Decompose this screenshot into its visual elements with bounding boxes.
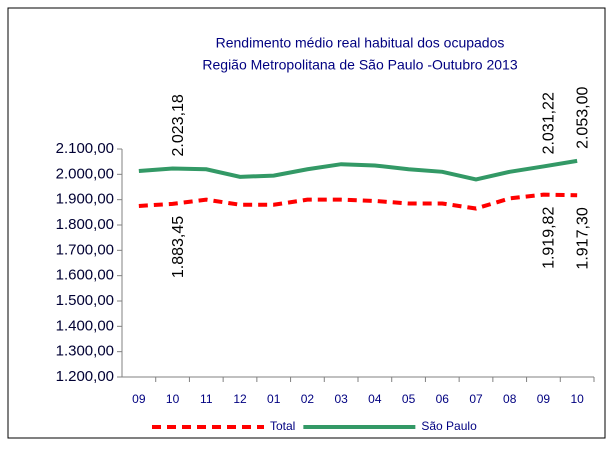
x-tick-label: 07: [469, 392, 483, 406]
x-tick-label: 10: [166, 392, 180, 406]
y-tick-label: 1.300,00: [56, 343, 114, 360]
y-tick-label: 1.900,00: [56, 191, 114, 208]
x-tick-label: 04: [368, 392, 382, 406]
x-tick-label: 08: [503, 392, 517, 406]
x-tick-label: 03: [334, 392, 348, 406]
x-tick-label: 06: [436, 392, 450, 406]
chart-subtitle: Região Metropolitana de São Paulo -Outub…: [202, 57, 517, 73]
data-label: 2.023,18: [170, 94, 187, 156]
y-tick-label: 1.400,00: [56, 317, 114, 334]
data-label: 2.031,22: [541, 92, 558, 154]
x-tick-label: 09: [132, 392, 146, 406]
y-tick-label: 1.700,00: [56, 241, 114, 258]
x-tick-label: 12: [233, 392, 247, 406]
x-tick-label: 11: [200, 392, 213, 406]
y-tick-label: 2.000,00: [56, 165, 114, 182]
chart-title: Rendimento médio real habitual dos ocupa…: [216, 35, 505, 51]
legend-label: Total: [270, 419, 295, 433]
y-tick-label: 1.500,00: [56, 292, 114, 309]
y-tick-label: 2.100,00: [56, 140, 114, 157]
chart-border: [7, 7, 606, 439]
x-tick-label: 02: [301, 392, 315, 406]
y-tick-label: 1.600,00: [56, 267, 114, 284]
x-tick-label: 01: [267, 392, 281, 406]
line-series: [138, 158, 578, 182]
x-tick-label: 10: [570, 392, 584, 406]
x-tick-label: 05: [402, 392, 416, 406]
y-tick-label: 1.200,00: [56, 368, 114, 385]
legend-label: São Paulo: [421, 419, 477, 433]
data-label: 1.919,82: [541, 207, 558, 269]
x-tick-label: 09: [537, 392, 551, 406]
data-label: 1.917,30: [574, 207, 591, 269]
line-series: [138, 192, 578, 211]
y-tick-label: 1.800,00: [56, 216, 114, 233]
data-label: 2.053,00: [574, 87, 591, 149]
data-label: 1.883,45: [170, 216, 187, 278]
